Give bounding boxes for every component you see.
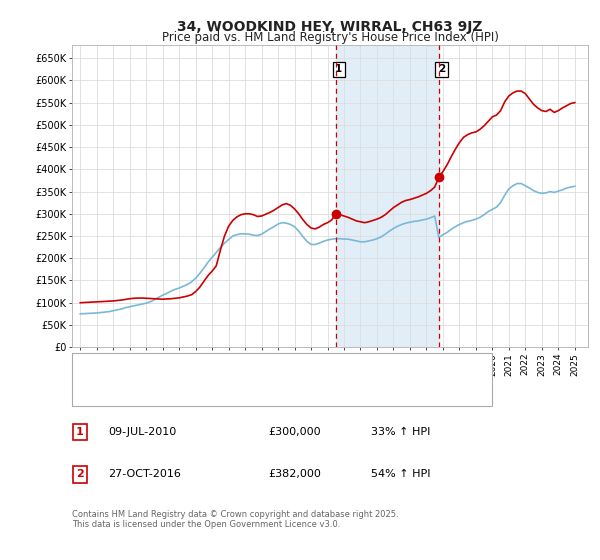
Text: Price paid vs. HM Land Registry's House Price Index (HPI): Price paid vs. HM Land Registry's House … <box>161 31 499 44</box>
Text: 34, WOODKIND HEY, WIRRAL, CH63 9JZ (detached house): 34, WOODKIND HEY, WIRRAL, CH63 9JZ (deta… <box>100 363 400 373</box>
Text: 1: 1 <box>335 64 343 74</box>
Text: £382,000: £382,000 <box>268 469 321 479</box>
Text: HPI: Average price, detached house, Wirral: HPI: Average price, detached house, Wirr… <box>100 386 323 396</box>
Text: 54% ↑ HPI: 54% ↑ HPI <box>371 469 431 479</box>
Text: 09-JUL-2010: 09-JUL-2010 <box>108 427 176 437</box>
Text: Contains HM Land Registry data © Crown copyright and database right 2025.
This d: Contains HM Land Registry data © Crown c… <box>72 510 398 529</box>
Text: 2: 2 <box>76 469 83 479</box>
Text: 2: 2 <box>437 64 445 74</box>
Bar <box>336 45 439 347</box>
Text: 27-OCT-2016: 27-OCT-2016 <box>108 469 181 479</box>
Text: 1: 1 <box>76 427 83 437</box>
Text: £300,000: £300,000 <box>268 427 321 437</box>
Text: 33% ↑ HPI: 33% ↑ HPI <box>371 427 431 437</box>
Text: 34, WOODKIND HEY, WIRRAL, CH63 9JZ: 34, WOODKIND HEY, WIRRAL, CH63 9JZ <box>177 20 483 34</box>
